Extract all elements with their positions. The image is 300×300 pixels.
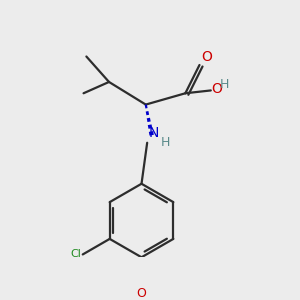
Text: N: N [148, 127, 159, 140]
Text: H: H [220, 78, 230, 91]
Text: O: O [201, 50, 212, 64]
Text: O: O [136, 287, 146, 300]
Text: Cl: Cl [70, 249, 81, 260]
Text: H: H [161, 136, 170, 149]
Text: O: O [212, 82, 223, 96]
